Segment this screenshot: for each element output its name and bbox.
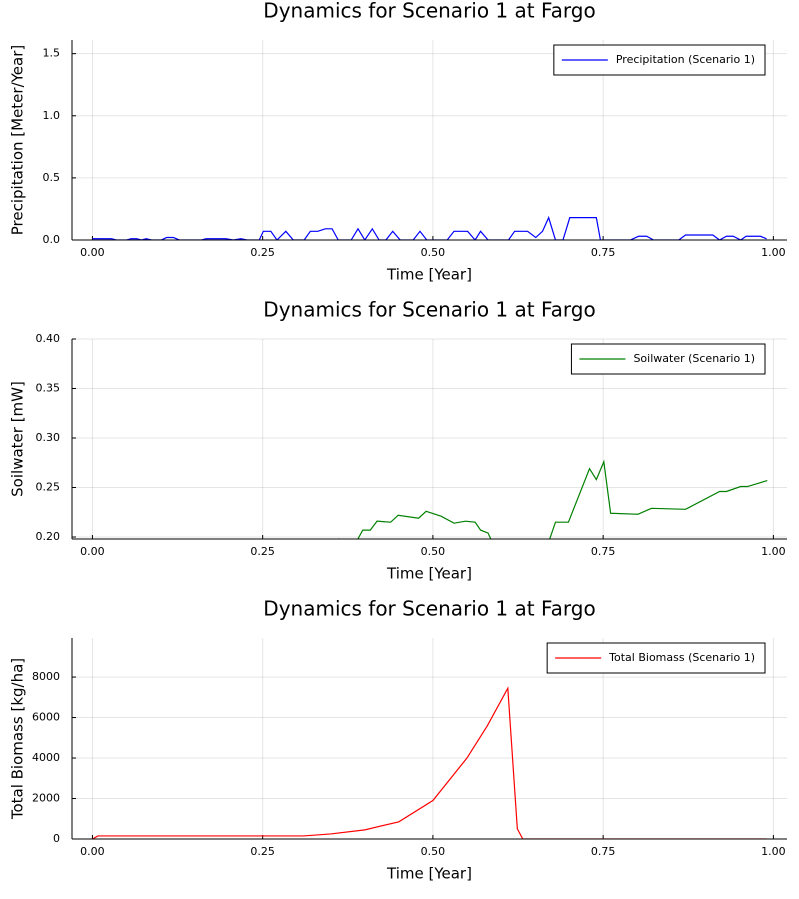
x-tick-label: 0.25 xyxy=(250,845,275,858)
y-tick-label: 8000 xyxy=(32,670,60,683)
data-line xyxy=(92,686,767,839)
y-axis-label: Total Biomass [kg/ha] xyxy=(9,658,27,820)
y-tick-label: 0.35 xyxy=(36,382,61,395)
data-line xyxy=(337,459,768,539)
x-axis-label: Time [Year] xyxy=(386,266,472,284)
y-tick-label: 2000 xyxy=(32,792,60,805)
x-tick-label: 0.75 xyxy=(591,845,616,858)
y-tick-label: 0.5 xyxy=(43,171,61,184)
x-tick-label: 0.00 xyxy=(80,845,105,858)
x-tick-label: 0.25 xyxy=(250,545,275,558)
x-tick-label: 0.50 xyxy=(421,845,446,858)
y-tick-label: 0.30 xyxy=(36,431,61,444)
y-tick-label: 1.0 xyxy=(43,109,61,122)
x-tick-label: 1.00 xyxy=(761,845,786,858)
y-axis-label: Precipitation [Meter/Year] xyxy=(9,45,27,236)
y-tick-label: 4000 xyxy=(32,751,60,764)
x-tick-label: 0.75 xyxy=(591,545,616,558)
data-line xyxy=(92,215,767,240)
y-axis-label: Soilwater [mW] xyxy=(9,381,27,497)
x-tick-label: 0.00 xyxy=(80,545,105,558)
legend: Total Biomass (Scenario 1) xyxy=(546,642,766,674)
y-tick-label: 1.5 xyxy=(43,47,61,60)
y-tick-label: 0.25 xyxy=(36,481,61,494)
x-tick-label: 0.75 xyxy=(591,246,616,259)
y-tick-label: 6000 xyxy=(32,711,60,724)
legend-label: Soilwater (Scenario 1) xyxy=(633,352,755,365)
chart-title: Dynamics for Scenario 1 at Fargo xyxy=(263,0,595,23)
chart-title: Dynamics for Scenario 1 at Fargo xyxy=(263,298,595,322)
y-tick-label: 0.20 xyxy=(36,530,61,543)
y-tick-label: 0 xyxy=(53,832,60,845)
legend-label: Precipitation (Scenario 1) xyxy=(616,53,755,66)
chart-title: Dynamics for Scenario 1 at Fargo xyxy=(263,597,595,621)
x-axis-label: Time [Year] xyxy=(386,565,472,583)
x-tick-label: 1.00 xyxy=(761,246,786,259)
x-tick-label: 0.50 xyxy=(421,246,446,259)
legend-label: Total Biomass (Scenario 1) xyxy=(608,651,755,664)
y-tick-label: 0.0 xyxy=(43,233,61,246)
x-tick-label: 0.25 xyxy=(250,246,275,259)
x-tick-label: 0.00 xyxy=(80,246,105,259)
x-axis-label: Time [Year] xyxy=(386,865,472,883)
x-tick-label: 0.50 xyxy=(421,545,446,558)
legend: Precipitation (Scenario 1) xyxy=(553,44,766,76)
y-tick-label: 0.40 xyxy=(36,332,61,345)
x-tick-label: 1.00 xyxy=(761,545,786,558)
legend: Soilwater (Scenario 1) xyxy=(570,343,766,375)
